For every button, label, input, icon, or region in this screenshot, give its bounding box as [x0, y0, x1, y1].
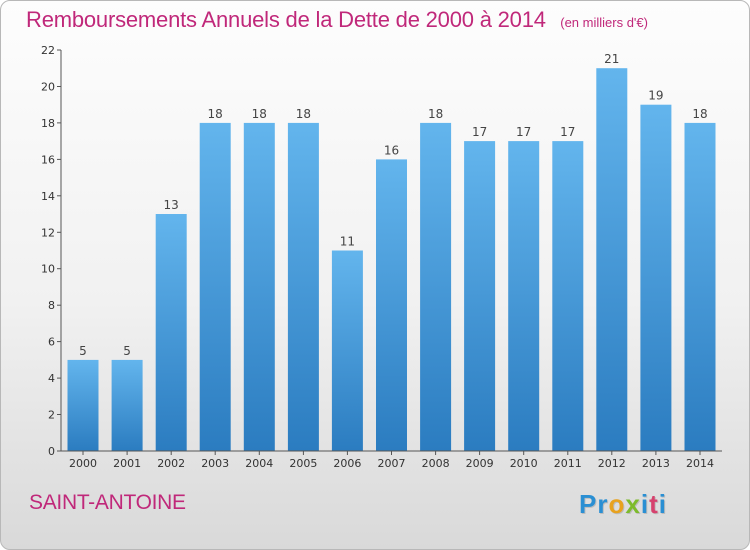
- y-tick-label: 10: [41, 263, 55, 276]
- y-tick-label: 16: [41, 153, 55, 166]
- bar: [640, 104, 672, 451]
- x-tick-label: 2004: [245, 457, 273, 470]
- x-tick-label: 2012: [598, 457, 626, 470]
- logo-letter: i: [658, 489, 667, 519]
- unit-label: (en milliers d'€): [560, 15, 648, 30]
- bar: [684, 122, 716, 452]
- logo-letter: t: [649, 489, 659, 519]
- bar-value-label: 13: [164, 198, 179, 212]
- x-tick-label: 2013: [642, 457, 670, 470]
- bar: [508, 141, 540, 451]
- x-tick-label: 2001: [113, 457, 141, 470]
- y-tick-label: 4: [48, 372, 55, 385]
- y-tick-label: 8: [48, 299, 55, 312]
- bar: [243, 122, 275, 452]
- proxiti-logo: Proxiti: [579, 489, 667, 520]
- y-tick-label: 18: [41, 117, 55, 130]
- logo-letter: r: [597, 489, 609, 519]
- chart-title: Remboursements Annuels de la Dette de 20…: [26, 7, 648, 33]
- bar: [596, 68, 628, 451]
- x-tick-label: 2006: [333, 457, 361, 470]
- x-tick-label: 2000: [69, 457, 97, 470]
- bar: [376, 159, 407, 451]
- bar: [67, 359, 99, 451]
- y-tick-label: 14: [41, 190, 55, 203]
- x-tick-label: 2003: [201, 457, 229, 470]
- bar-value-label: 18: [692, 107, 707, 121]
- logo-letter: P: [579, 489, 598, 519]
- location-name: SAINT-ANTOINE: [29, 491, 186, 514]
- bar: [464, 141, 496, 451]
- title-text: Remboursements Annuels de la Dette de 20…: [26, 7, 546, 32]
- bar-value-label: 11: [340, 235, 355, 249]
- x-tick-label: 2002: [157, 457, 185, 470]
- bar-value-label: 18: [428, 107, 443, 121]
- bar: [111, 359, 143, 451]
- bar: [552, 141, 584, 451]
- y-tick-label: 20: [41, 81, 55, 94]
- bar-value-label: 21: [604, 52, 619, 66]
- bar-value-label: 18: [252, 107, 267, 121]
- bar-value-label: 5: [123, 344, 131, 358]
- bar-value-label: 18: [208, 107, 223, 121]
- y-tick-label: 0: [48, 445, 55, 458]
- y-tick-label: 12: [41, 226, 55, 239]
- bar: [199, 122, 231, 452]
- bar: [287, 122, 319, 452]
- logo-letter: x: [625, 489, 641, 519]
- bar-value-label: 17: [472, 125, 487, 139]
- bar: [155, 214, 187, 451]
- x-tick-label: 2008: [422, 457, 450, 470]
- bar-value-label: 19: [648, 89, 663, 103]
- x-tick-label: 2007: [378, 457, 406, 470]
- y-tick-label: 2: [48, 409, 55, 422]
- bar-value-label: 17: [516, 125, 531, 139]
- x-tick-label: 2011: [554, 457, 582, 470]
- x-tick-label: 2010: [510, 457, 538, 470]
- bar-value-label: 16: [384, 143, 399, 157]
- bar-value-label: 17: [560, 125, 575, 139]
- x-tick-label: 2005: [289, 457, 317, 470]
- y-tick-label: 6: [48, 336, 55, 349]
- x-tick-label: 2014: [686, 457, 714, 470]
- x-tick-label: 2009: [466, 457, 494, 470]
- bar: [331, 250, 363, 451]
- logo-letter: i: [640, 489, 650, 519]
- logo-letter: o: [608, 489, 626, 519]
- bar-value-label: 5: [79, 344, 87, 358]
- y-tick-label: 22: [41, 44, 55, 57]
- bar: [420, 122, 452, 452]
- bar-value-label: 18: [296, 107, 311, 121]
